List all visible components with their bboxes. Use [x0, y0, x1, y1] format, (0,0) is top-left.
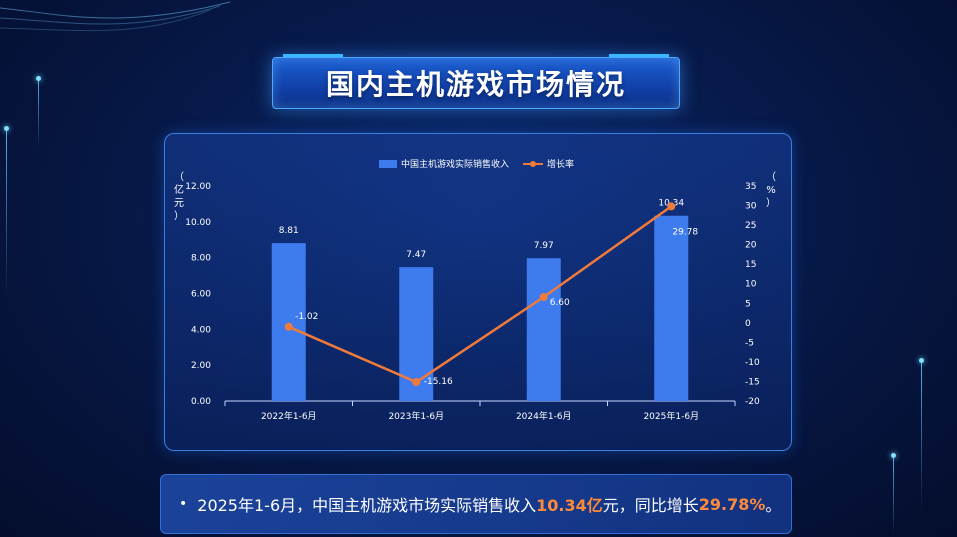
- left-tick-label: 8.00: [191, 254, 211, 264]
- decorative-swirl: [0, 1, 231, 32]
- left-axis-label-char: 元: [174, 198, 184, 209]
- summary-text-3: 。: [765, 496, 782, 515]
- title-banner: 国内主机游戏市场情况: [272, 54, 680, 109]
- left-tick-label: 12.00: [185, 182, 211, 192]
- legend-swatch-growth-dot: [530, 161, 536, 167]
- right-tick-label: 30: [745, 202, 757, 212]
- growth-point-label: -15.16: [424, 377, 453, 387]
- growth-point: [667, 202, 676, 211]
- right-tick-label: 10: [745, 280, 757, 290]
- revenue-bar-label: 7.47: [406, 250, 426, 260]
- left-tick-label: 2.00: [191, 361, 211, 371]
- legend-swatch-revenue: [379, 160, 397, 168]
- left-tick-label: 10.00: [185, 218, 211, 228]
- summary-highlight-growth: 29.78%: [698, 494, 766, 514]
- legend-label-revenue: 中国主机游戏实际销售收入: [401, 158, 509, 170]
- growth-point-label: 6.60: [550, 298, 570, 308]
- left-axis-label-char: ）: [174, 210, 184, 222]
- legend-label-growth: 增长率: [547, 158, 574, 170]
- deco-line-right-2: [893, 455, 894, 535]
- growth-point: [284, 322, 293, 331]
- right-axis-label-char: ）: [766, 197, 776, 209]
- revenue-bar: [526, 258, 561, 401]
- x-tick-label: 2023年1-6月: [388, 410, 444, 422]
- revenue-bar: [654, 215, 689, 401]
- left-tick-label: 0.00: [191, 397, 211, 407]
- deco-line-left-2: [38, 78, 39, 148]
- right-tick-label: 0: [745, 319, 751, 329]
- left-tick-label: 4.00: [191, 325, 211, 335]
- right-tick-label: 25: [745, 221, 756, 231]
- left-tick-label: 6.00: [191, 290, 211, 300]
- growth-point: [412, 378, 421, 387]
- right-tick-label: 35: [745, 182, 756, 192]
- combo-chart: 中国主机游戏实际销售收入 增长率（亿元）（%）0.002.004.006.008.…: [174, 158, 776, 422]
- deco-line-left-1: [6, 128, 7, 298]
- bullet-point: •: [179, 496, 188, 512]
- deco-dot-right-2: [891, 453, 896, 458]
- deco-line-right-1: [921, 360, 922, 510]
- summary-bar: • 2025年1-6月，中国主机游戏市场实际销售收入 10.34亿 元，同比增长…: [160, 474, 792, 534]
- right-tick-label: -20: [745, 397, 760, 407]
- growth-point: [539, 293, 548, 302]
- revenue-bar: [271, 243, 306, 401]
- right-tick-label: -5: [745, 338, 754, 348]
- page-title: 国内主机游戏市场情况: [325, 68, 626, 101]
- x-tick-label: 2024年1-6月: [516, 410, 572, 422]
- x-tick-label: 2022年1-6月: [261, 410, 317, 422]
- summary-text-1: 2025年1-6月，中国主机游戏市场实际销售收入: [197, 496, 537, 515]
- right-tick-label: 15: [745, 260, 756, 270]
- growth-line: [288, 205, 672, 384]
- left-axis-label-char: （: [174, 171, 184, 183]
- left-axis-label-char: 亿: [174, 183, 184, 196]
- right-tick-label: -10: [745, 358, 760, 368]
- x-tick-label: 2025年1-6月: [643, 410, 699, 422]
- right-tick-label: 5: [745, 299, 751, 309]
- chart-panel: 中国主机游戏实际销售收入 增长率（亿元）（%） 0.00 2.00 4.00 6.00 8.…: [164, 133, 792, 451]
- summary-text-2: 元，同比增长: [602, 496, 699, 515]
- deco-dot-left-2: [36, 76, 41, 81]
- deco-dot-left-1: [4, 126, 9, 131]
- growth-point-label: -1.02: [295, 312, 318, 322]
- right-axis-label-char: （: [766, 171, 776, 183]
- right-tick-label: -15: [745, 377, 760, 387]
- deco-dot-right-1: [919, 358, 924, 363]
- growth-point-label: 29.78: [672, 227, 698, 237]
- right-axis-label-char: %: [766, 185, 776, 196]
- right-tick-label: 20: [745, 241, 757, 251]
- revenue-bar-label: 7.97: [534, 241, 554, 251]
- revenue-bar-label: 8.81: [279, 226, 299, 236]
- summary-highlight-revenue: 10.34亿: [536, 496, 603, 515]
